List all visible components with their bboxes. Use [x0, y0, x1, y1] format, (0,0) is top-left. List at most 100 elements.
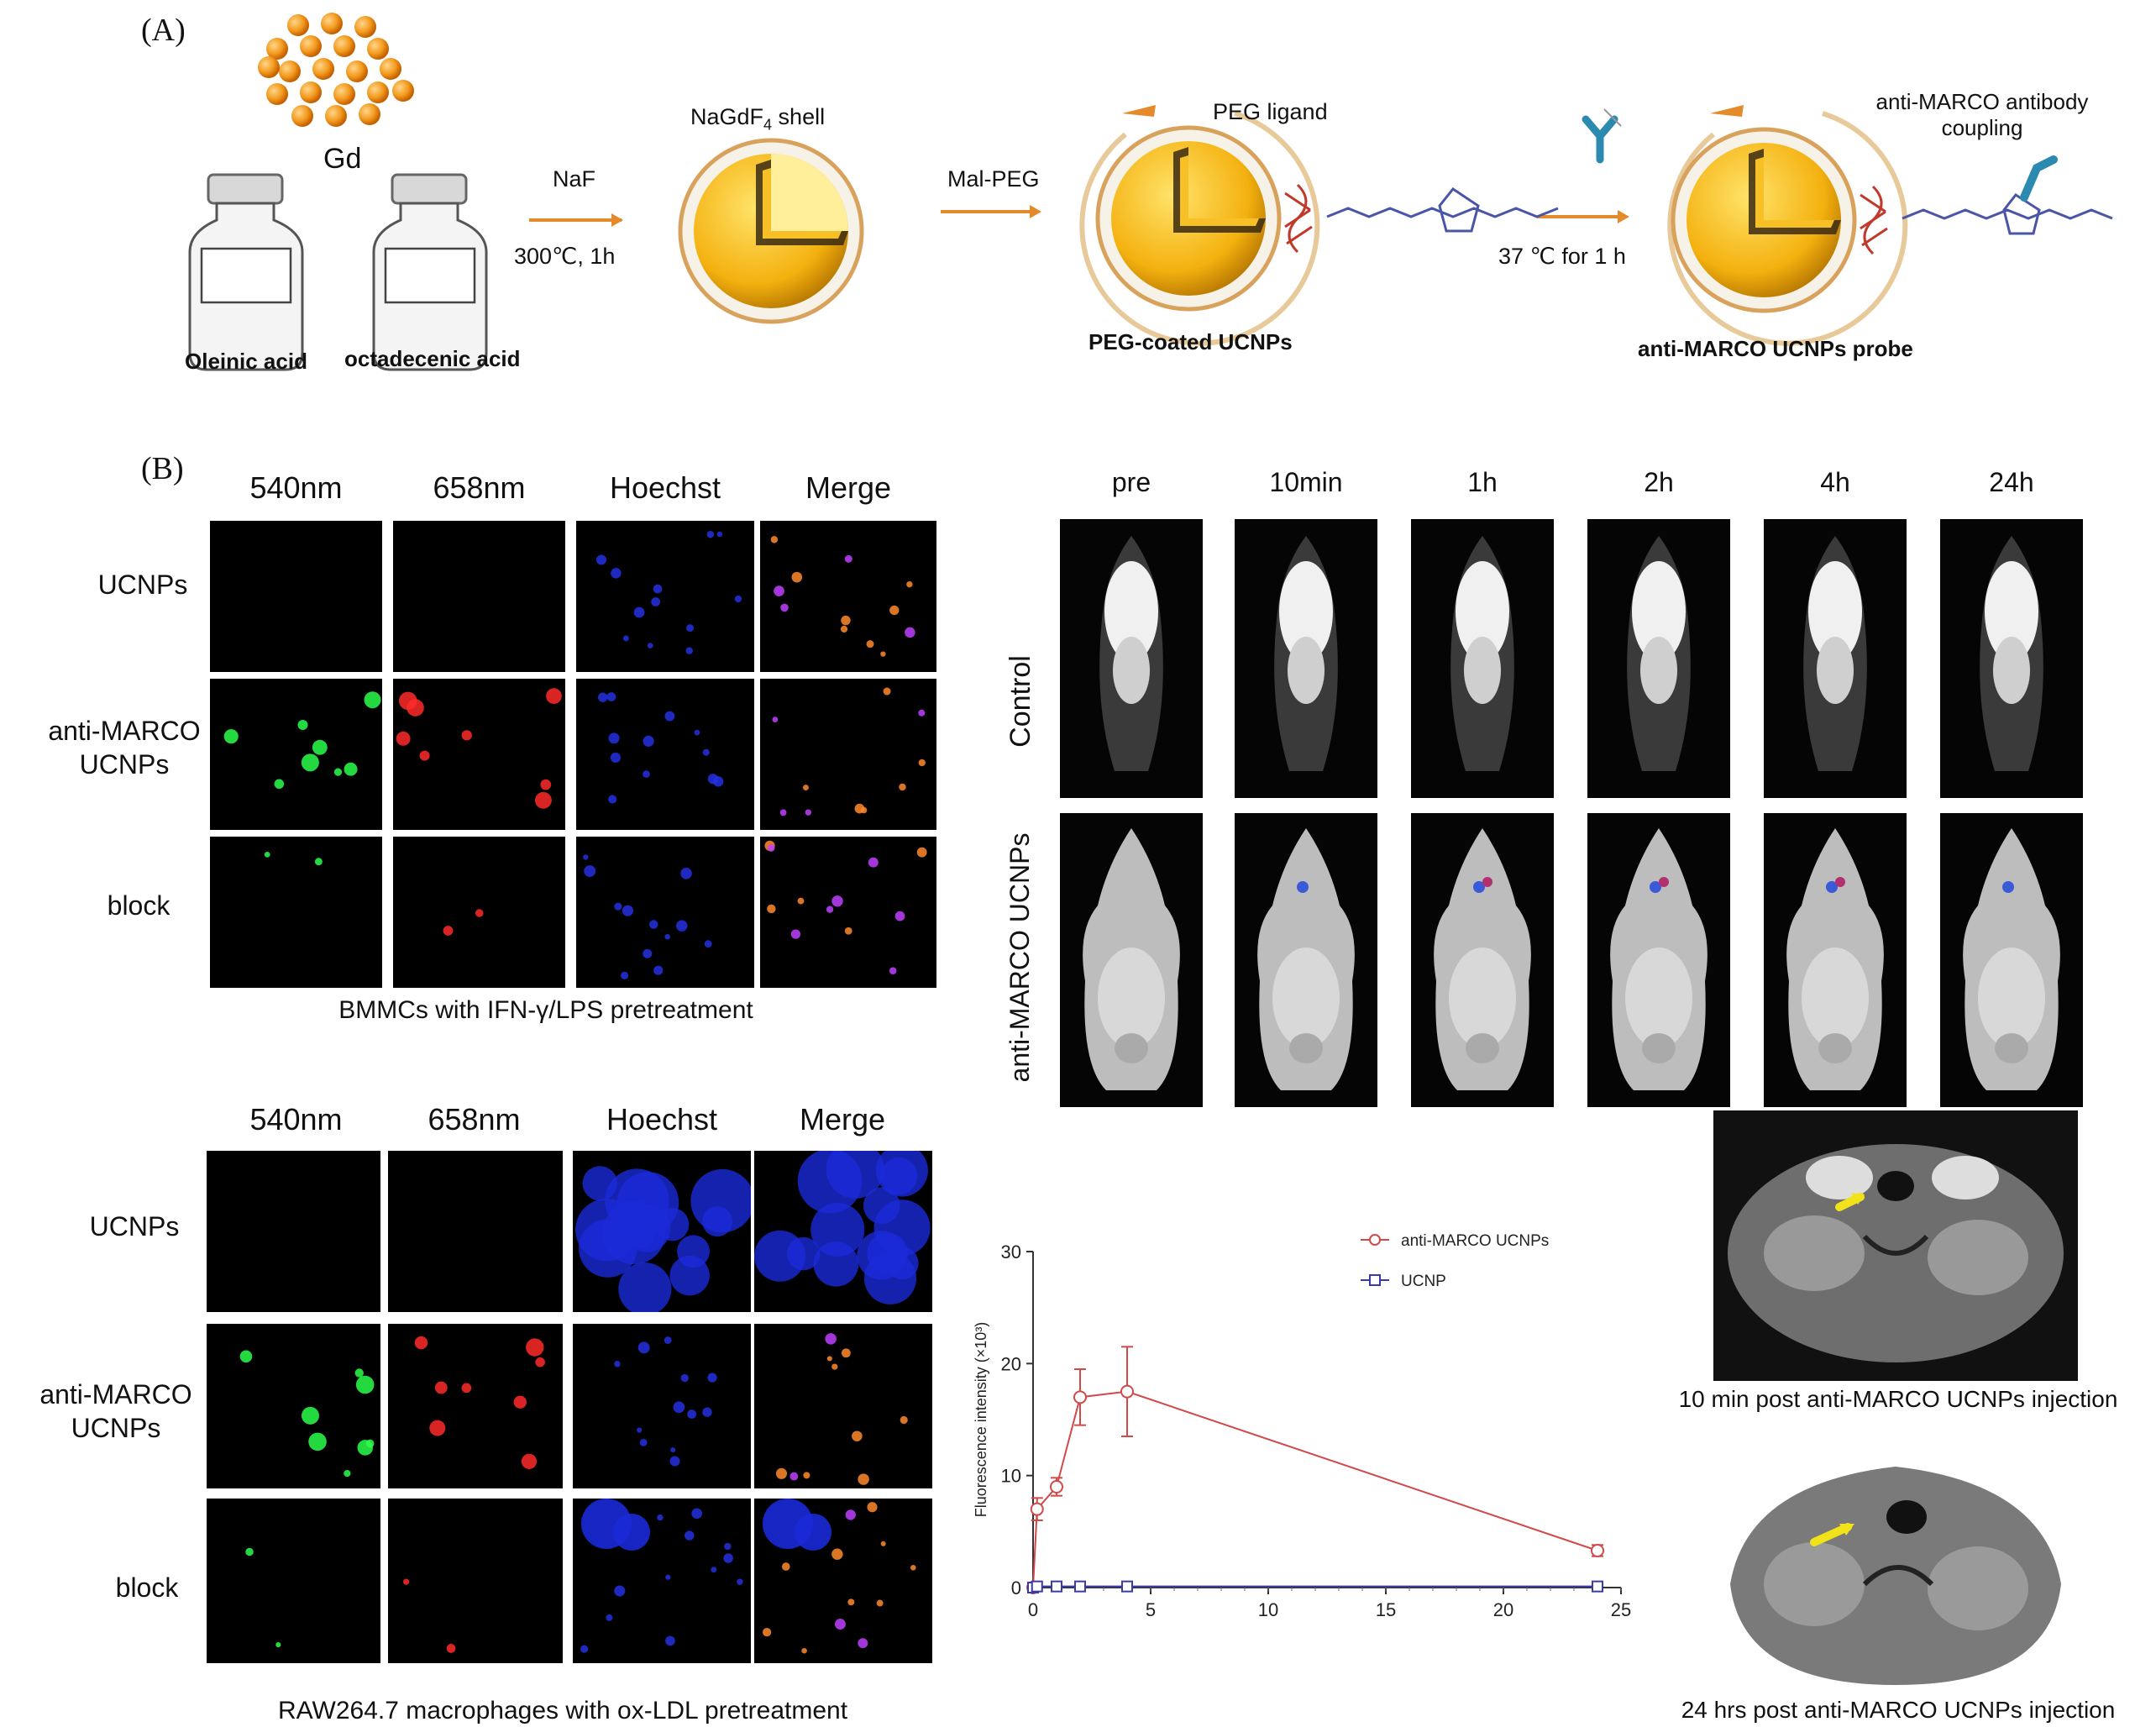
- point-1-2: [1051, 1580, 1062, 1593]
- antibody-icon: [1582, 115, 1618, 164]
- anti-marco-mouse-5: [1940, 813, 2083, 1107]
- timepoint-4: 4h: [1820, 467, 1850, 497]
- grid2-cell-r2-c2: [573, 1499, 751, 1663]
- panel-a-schematic: [188, 13, 2113, 371]
- grid2-cell-r0-c0: [207, 1151, 380, 1312]
- grid2-cell-r1-c3: [754, 1324, 932, 1488]
- grid1-caption: BMMCs with IFN-γ/LPS pretreatment: [338, 996, 753, 1024]
- grid2-row-block: block: [115, 1572, 179, 1603]
- grid2-cell-r2-c3: [754, 1499, 932, 1663]
- grid2-cell-r0-c3: [754, 1140, 932, 1312]
- x-tick-label: 20: [1493, 1599, 1513, 1620]
- grid2-cell-r2-c1: [388, 1499, 563, 1663]
- y-tick-label: 10: [1001, 1466, 1021, 1487]
- grid2-col-540nm: 540nm: [249, 1102, 343, 1136]
- arrow-step2: [941, 205, 1041, 218]
- x-tick-label: 5: [1146, 1599, 1156, 1620]
- arrow-step3: [1537, 210, 1629, 223]
- step1-conditions: 300℃, 1h: [514, 244, 616, 269]
- grid2-cell-r0-c1: [388, 1151, 563, 1312]
- grid1-cell-r0-c3: [760, 521, 936, 672]
- grid1-col-hoechst: Hoechst: [609, 470, 721, 505]
- mri-caption-10min: 10 min post anti-MARCO UCNPs injection: [1678, 1386, 2118, 1412]
- grid1-row-ucnps: UCNPs: [97, 570, 188, 600]
- grid1-cell-r2-c2: [576, 837, 754, 988]
- antibody-pointer: [1603, 108, 1622, 127]
- y-axis-label: Fluorescence intensity (×10³): [973, 1322, 989, 1518]
- shell-label: NaGdF4 shell: [690, 104, 826, 134]
- bottle-label-octadecenic-acid: octadecenic acid: [344, 346, 521, 371]
- point-0-4: [1120, 1384, 1134, 1399]
- gd-label: Gd: [323, 143, 362, 175]
- anti-marco-mouse-4: [1764, 813, 1907, 1107]
- fluorescence-chart: 0 10 20 30 0 5 10 15 20 25 Fluorescence intensity …: [957, 1210, 1663, 1646]
- bottle-oleinic-acid: [188, 173, 304, 371]
- grid1-row-block: block: [107, 890, 170, 921]
- control-mouse-3: [1587, 519, 1730, 798]
- legend-marker-0: [1369, 1234, 1381, 1246]
- anti-marco-mouse-0: [1060, 813, 1203, 1107]
- grid1-cell-r0-c2: [576, 521, 754, 672]
- point-0-1: [1030, 1502, 1044, 1516]
- control-mouse-4: [1764, 519, 1907, 798]
- control-mouse-0: [1060, 519, 1203, 798]
- grid2-cell-r2-c0: [207, 1499, 380, 1663]
- grid1-cell-r1-c0: [210, 679, 382, 830]
- x-tick-label: 0: [1028, 1599, 1038, 1620]
- grid2-col-hoechst: Hoechst: [606, 1102, 718, 1136]
- peg-coated-label: PEG-coated UCNPs: [1088, 329, 1293, 354]
- x-tick-label: 25: [1611, 1599, 1631, 1620]
- x-tick-label: 15: [1376, 1599, 1396, 1620]
- panel-b-label: (B): [141, 451, 184, 486]
- panel-a-label: (A): [141, 13, 186, 48]
- timepoint-5: 24h: [1989, 467, 2034, 497]
- bottle-label-oleinic-acid: Oleinic acid: [185, 349, 307, 374]
- grid1-cell-r0-c0: [210, 521, 382, 672]
- grid1-cell-r1-c2: [576, 679, 754, 830]
- point-0-2: [1050, 1480, 1063, 1493]
- grid1-cell-r1-c3: [760, 679, 936, 830]
- grid2-cell-r0-c2: [573, 1151, 754, 1316]
- point-0-3: [1073, 1390, 1087, 1404]
- timepoint-3: 2h: [1644, 467, 1674, 497]
- grid2-cell-r1-c0: [207, 1324, 380, 1488]
- point-1-1: [1031, 1580, 1043, 1593]
- timepoint-0: pre: [1111, 467, 1151, 497]
- probe-label: anti-MARCO UCNPs probe: [1638, 336, 1913, 361]
- control-mouse-5: [1940, 519, 2083, 798]
- grid2-col-658nm: 658nm: [428, 1102, 521, 1136]
- grid2-cell-r1-c1: [388, 1324, 563, 1488]
- grid1-col-merge: Merge: [805, 470, 892, 505]
- grid1-col-658nm: 658nm: [433, 470, 526, 505]
- legend-label-1: UCNP: [1401, 1273, 1446, 1290]
- x-tick-label: 10: [1258, 1599, 1278, 1620]
- y-tick-label: 0: [1011, 1577, 1021, 1598]
- point-1-4: [1121, 1580, 1133, 1593]
- grid1-row-anti-marco: anti-MARCO UCNPs: [48, 716, 201, 780]
- arrow-step1: [529, 213, 623, 227]
- grid2-row-ucnps: UCNPs: [89, 1211, 180, 1241]
- timepoint-2: 1h: [1467, 467, 1498, 497]
- grid1-col-540nm: 540nm: [249, 470, 343, 505]
- antibody-coupling-label: anti-MARCO antibody coupling: [1875, 89, 2089, 140]
- anti-marco-mouse-2: [1411, 813, 1554, 1107]
- step3-conditions: 37 ℃ for 1 h: [1498, 244, 1626, 269]
- anti-marco-mouse-1: [1235, 813, 1377, 1107]
- control-mouse-2: [1411, 519, 1554, 798]
- grid1-cell-r1-c1: [393, 679, 565, 830]
- grid1-cell-r2-c1: [393, 837, 565, 988]
- grid1-cell-r2-c0: [210, 837, 382, 988]
- fluorescence-chart-svg: 0 10 20 30 0 5 10 15 20 25 Fluorescence intensity …: [973, 1232, 1631, 1620]
- legend-label-0: anti-MARCO UCNPs: [1401, 1232, 1549, 1250]
- grid2-cell-r1-c2: [573, 1324, 751, 1488]
- peg-coated-particle: [1079, 105, 1559, 346]
- timepoint-1: 10min: [1269, 467, 1343, 497]
- peg-ligand-label: PEG ligand: [1213, 99, 1328, 124]
- mri-image-10min: [1713, 1110, 2078, 1381]
- point-1-5: [1592, 1580, 1603, 1593]
- mri-image-24h: [1713, 1433, 2078, 1695]
- point-1-3: [1074, 1580, 1086, 1593]
- invivo-row-control: Control: [1005, 655, 1036, 748]
- grid1-cell-r2-c3: [760, 837, 936, 988]
- series-line-0: [1032, 1390, 1598, 1588]
